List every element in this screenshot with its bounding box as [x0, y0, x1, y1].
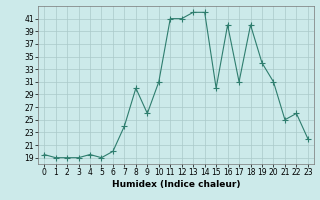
X-axis label: Humidex (Indice chaleur): Humidex (Indice chaleur) — [112, 180, 240, 189]
